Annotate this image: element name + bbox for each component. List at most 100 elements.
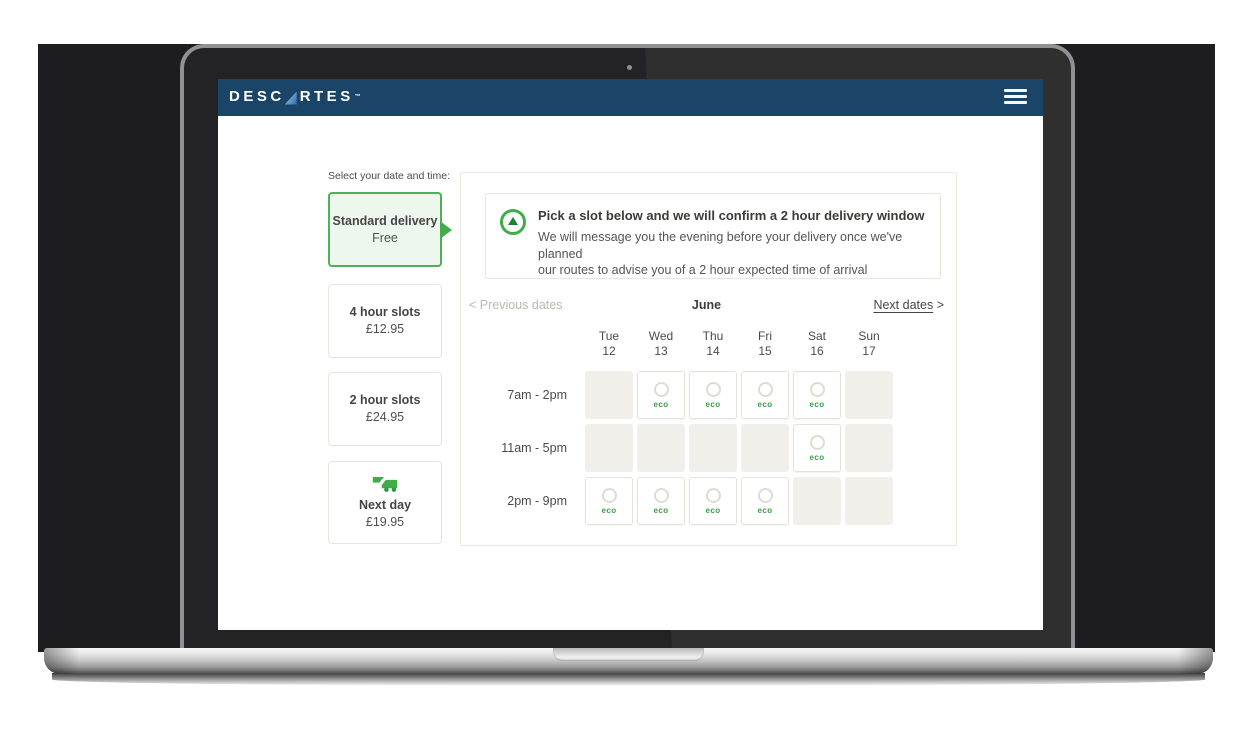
slot-radio-circle	[705, 381, 721, 397]
slot-sat-11am-5pm[interactable]: eco	[793, 424, 841, 472]
slot-radio-circle	[653, 487, 669, 503]
slot-wed-11am-5pm	[637, 424, 685, 472]
chevron-left-icon: <	[469, 298, 477, 312]
slot-calendar: Tue 12 Wed 13 Thu 14 Fri 15 Sat 16 Sun 17 7am - 2pm…	[461, 329, 893, 530]
day-header-sun: Sun 17	[845, 329, 893, 359]
previous-dates-button[interactable]: < Previous dates	[469, 298, 563, 312]
slot-row-label: 11am - 5pm	[501, 441, 567, 455]
chevron-right-icon: >	[936, 298, 944, 312]
day-name: Thu	[702, 329, 724, 343]
slot-picker-panel: Pick a slot below and we will confirm a …	[460, 172, 957, 546]
slot-thu-7am-2pm[interactable]: eco	[689, 371, 737, 419]
calendar-day-headers: Tue 12 Wed 13 Thu 14 Fri 15 Sat 16 Sun 17	[461, 329, 893, 359]
slot-fri-2pm-9pm[interactable]: eco	[741, 477, 789, 525]
day-name: Sat	[807, 329, 826, 343]
info-box: Pick a slot below and we will confirm a …	[485, 193, 941, 279]
eco-badge: eco	[757, 505, 773, 515]
slot-sun-7am-2pm	[845, 371, 893, 419]
slot-fri-7am-2pm[interactable]: eco	[741, 371, 789, 419]
month-label: June	[691, 298, 722, 312]
clock-icon	[500, 209, 526, 235]
day-name: Tue	[598, 329, 620, 343]
day-name: Fri	[758, 329, 772, 343]
sidebar-label: Select your date and time:	[328, 170, 450, 182]
laptop-base	[44, 648, 1213, 674]
slot-row-label: 2pm - 9pm	[507, 494, 567, 508]
slot-row-2pm-9pm: 2pm - 9pm eco eco eco eco	[461, 477, 893, 525]
day-name: Wed	[648, 329, 674, 343]
day-date: 13	[654, 344, 668, 358]
calendar-slot-rows: 7am - 2pm eco eco eco eco 11am - 5pm eco 2pm - …	[461, 371, 893, 525]
delivery-option-4-hour-slots[interactable]: 4 hour slots £12.95	[328, 284, 442, 358]
slot-row-11am-5pm: 11am - 5pm eco	[461, 424, 893, 472]
delivery-option-title: Next day	[358, 497, 412, 512]
slot-radio-circle	[653, 381, 669, 397]
slot-wed-2pm-9pm[interactable]: eco	[637, 477, 685, 525]
slot-tue-7am-2pm	[585, 371, 633, 419]
laptop-base-shadow	[52, 673, 1205, 686]
browser-screen: DESC RTES ™ Select your date and time: S…	[218, 79, 1043, 630]
slot-sun-2pm-9pm	[845, 477, 893, 525]
day-date: 12	[602, 344, 616, 358]
slot-radio-circle	[757, 381, 773, 397]
hamburger-menu-icon[interactable]	[1004, 89, 1027, 105]
next-dates-button[interactable]: Next dates >	[873, 298, 944, 312]
info-body-line-1: We will message you the evening before y…	[538, 230, 903, 261]
slot-radio-circle	[705, 487, 721, 503]
slot-row-label: 7am - 2pm	[507, 388, 567, 402]
eco-badge: eco	[809, 399, 825, 409]
eco-badge: eco	[809, 452, 825, 462]
eco-badge: eco	[601, 505, 617, 515]
descartes-logo[interactable]: DESC RTES ™	[229, 88, 361, 106]
delivery-option-standard-delivery[interactable]: Standard delivery Free	[328, 192, 452, 267]
eco-badge: eco	[653, 399, 669, 409]
delivery-option-title: 4 hour slots	[349, 305, 421, 319]
slot-thu-2pm-9pm[interactable]: eco	[689, 477, 737, 525]
day-header-fri: Fri 15	[741, 329, 789, 359]
truck-icon	[372, 476, 398, 492]
delivery-option-price: £24.95	[365, 410, 405, 424]
logo-text-left: DESC	[229, 88, 285, 105]
eco-badge: eco	[705, 505, 721, 515]
slot-sat-2pm-9pm	[793, 477, 841, 525]
slot-thu-11am-5pm	[689, 424, 737, 472]
slot-radio-circle	[757, 487, 773, 503]
slot-radio-circle	[601, 487, 617, 503]
logo-triangle-icon	[284, 91, 297, 105]
slot-sat-7am-2pm[interactable]: eco	[793, 371, 841, 419]
day-header-tue: Tue 12	[585, 329, 633, 359]
logo-text-right: RTES	[299, 88, 354, 105]
delivery-option-price: £12.95	[365, 322, 405, 336]
laptop-screen-frame: DESC RTES ™ Select your date and time: S…	[180, 44, 1075, 648]
eco-badge: eco	[757, 399, 773, 409]
delivery-option-next-day[interactable]: Next day £19.95	[328, 461, 442, 544]
delivery-option-title: Standard delivery	[332, 213, 438, 228]
app-header: DESC RTES ™	[218, 79, 1043, 116]
laptop-base-notch	[553, 648, 704, 661]
slot-radio-circle	[809, 434, 825, 450]
day-header-wed: Wed 13	[637, 329, 685, 359]
day-date: 15	[758, 344, 772, 358]
delivery-option-2-hour-slots[interactable]: 2 hour slots £24.95	[328, 372, 442, 446]
eco-badge: eco	[705, 399, 721, 409]
calendar-nav: < Previous dates June Next dates >	[469, 298, 944, 318]
slot-fri-11am-5pm	[741, 424, 789, 472]
slot-sun-11am-5pm	[845, 424, 893, 472]
logo-trademark: ™	[354, 94, 361, 100]
day-header-sat: Sat 16	[793, 329, 841, 359]
day-date: 17	[862, 344, 876, 358]
webcam-dot	[627, 65, 632, 70]
selected-option-arrow-icon	[440, 220, 452, 239]
day-date: 14	[706, 344, 720, 358]
slot-wed-7am-2pm[interactable]: eco	[637, 371, 685, 419]
slot-radio-circle	[809, 381, 825, 397]
day-header-thu: Thu 14	[689, 329, 737, 359]
delivery-option-title: 2 hour slots	[349, 393, 421, 407]
info-title: Pick a slot below and we will confirm a …	[538, 208, 925, 223]
info-body-line-2: our routes to advise you of a 2 hour exp…	[538, 263, 868, 277]
delivery-option-price: £19.95	[365, 514, 405, 529]
slot-tue-2pm-9pm[interactable]: eco	[585, 477, 633, 525]
eco-badge: eco	[653, 505, 669, 515]
day-date: 16	[810, 344, 824, 358]
